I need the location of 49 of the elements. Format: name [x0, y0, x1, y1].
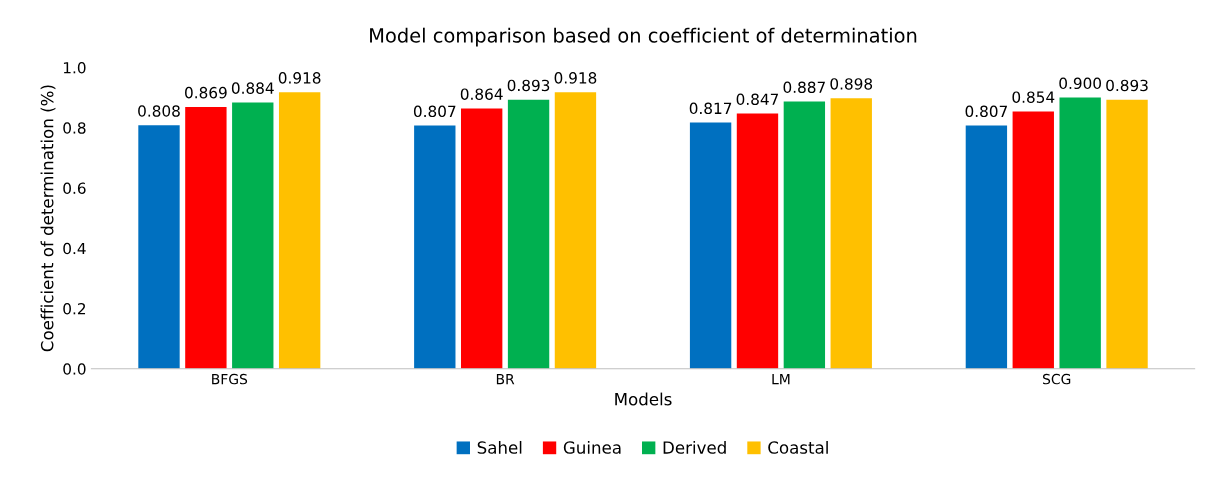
x-tick-label: SCG: [1043, 373, 1071, 385]
data-label: 0.817: [689, 102, 732, 115]
x-axis-title: Models: [615, 392, 672, 406]
bar: [830, 98, 872, 369]
data-label: 0.887: [783, 81, 825, 94]
y-tick-label: 0.4: [63, 242, 86, 255]
bar: [783, 101, 826, 369]
legend-label: Guinea: [563, 440, 621, 454]
legend-label: Coastal: [768, 440, 828, 454]
bar: [232, 102, 274, 369]
y-tick-label: 1.0: [63, 61, 86, 74]
data-label: 0.884: [231, 82, 274, 94]
y-tick-label: 0.8: [63, 122, 86, 134]
data-label: 0.893: [1106, 79, 1148, 92]
y-tick-label: 0.0: [63, 363, 86, 375]
bar: [689, 122, 732, 369]
bar: [138, 125, 180, 369]
legend-label: Derived: [663, 440, 726, 454]
data-label: 0.918: [554, 72, 597, 84]
data-label: 0.807: [965, 105, 1007, 118]
bar: [736, 113, 779, 369]
y-tick-label: 0.2: [63, 302, 86, 315]
legend-label: Sahel: [477, 440, 522, 454]
bar: [278, 92, 321, 369]
bar: [414, 125, 456, 369]
bar: [185, 106, 227, 369]
bar: [1059, 97, 1101, 369]
bar: [461, 108, 503, 369]
x-tick-label: BFGS: [212, 373, 248, 385]
data-label: 0.854: [1012, 91, 1055, 103]
x-tick-label: BR: [496, 374, 515, 385]
chart-title: Model comparison based on coefficient of determination: [370, 27, 917, 47]
data-label: 0.847: [736, 93, 779, 106]
bar: [1012, 111, 1054, 369]
data-label: 0.918: [278, 72, 321, 84]
data-label: 0.864: [460, 88, 503, 100]
bar: [554, 92, 597, 369]
y-tick-label: 0.6: [63, 182, 86, 194]
data-label: 0.807: [413, 105, 456, 118]
data-label: 0.808: [138, 105, 180, 117]
data-label: 0.900: [1059, 77, 1102, 90]
y-axis-title: Coefficient of determination (%): [40, 85, 56, 352]
bar: [1106, 99, 1148, 369]
bar: [965, 125, 1008, 369]
x-tick-label: LM: [772, 374, 790, 385]
bar: [507, 99, 550, 369]
data-label: 0.898: [830, 78, 873, 90]
data-label: 0.869: [185, 86, 227, 99]
data-label: 0.893: [507, 79, 550, 92]
